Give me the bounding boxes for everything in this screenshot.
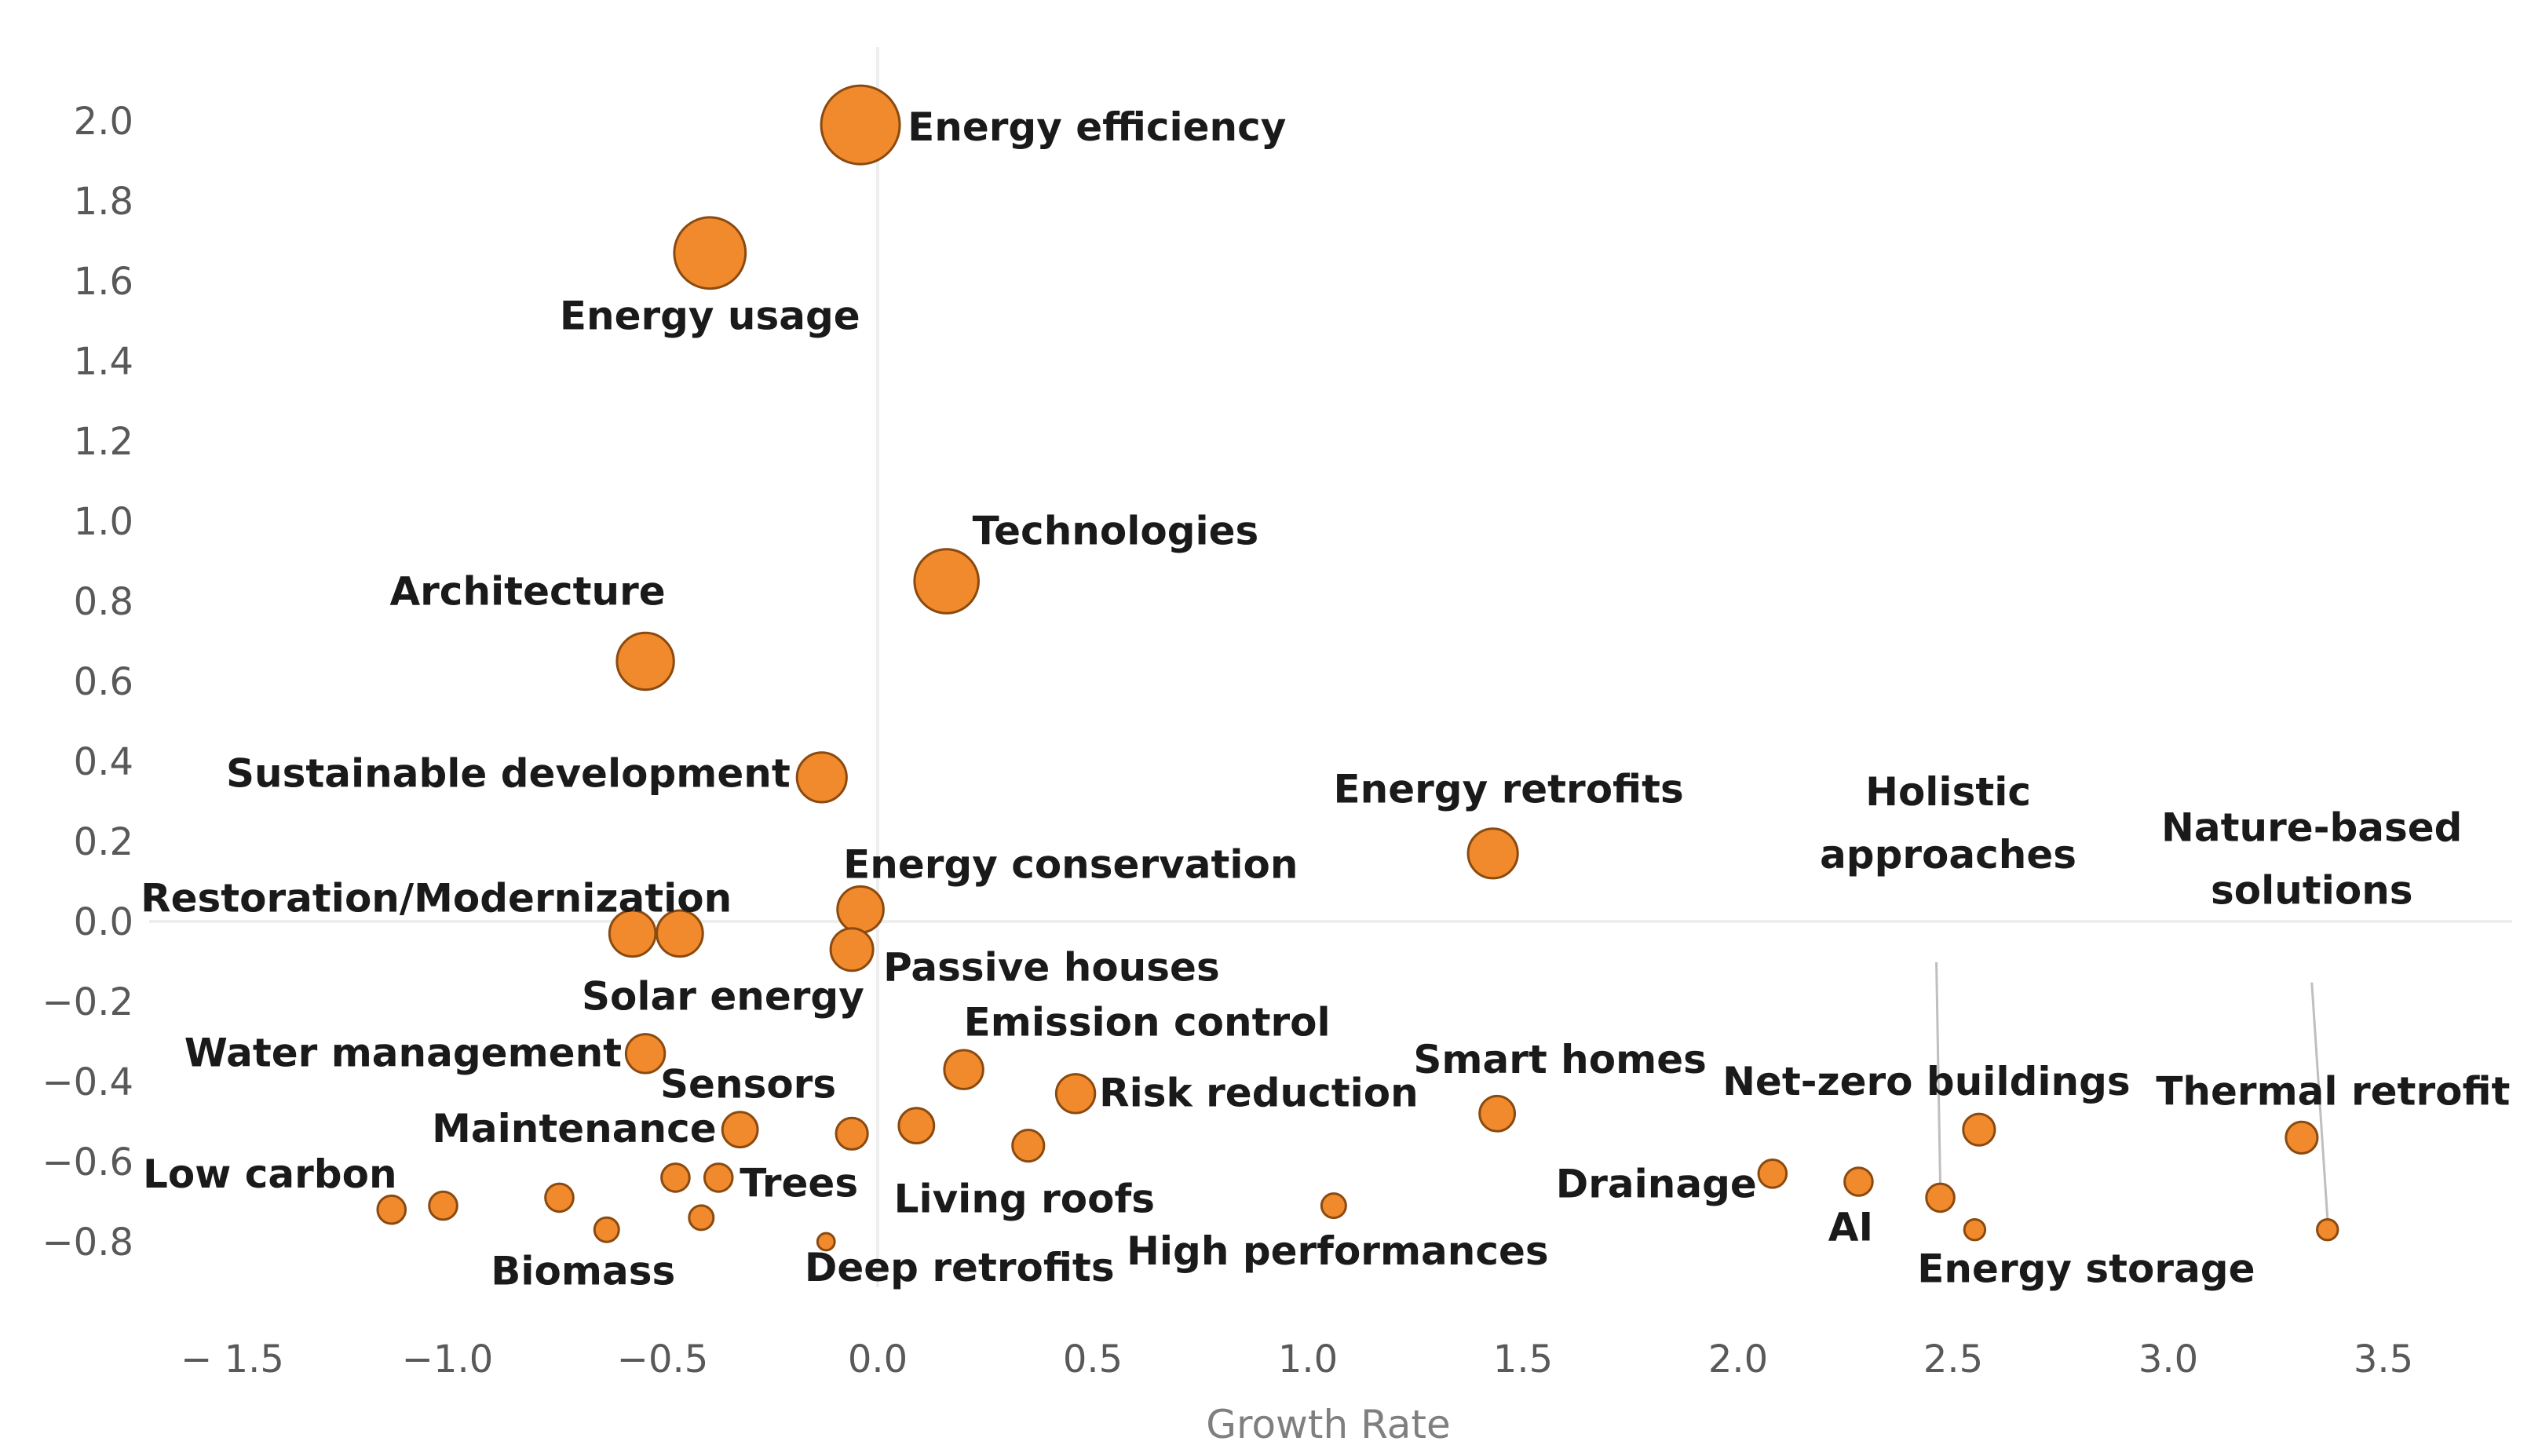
bubble-technologies [913,548,980,615]
label-energy-usage: Energy usage [560,293,860,338]
label-sustainable-development: Sustainable development [226,750,791,796]
bubble-thermal-retrofit [2285,1120,2319,1155]
y-tick-label: 2.0 [74,100,133,144]
label-smart-homes: Smart homes [1413,1037,1707,1082]
x-tick-label: 2.5 [1923,1337,1983,1381]
bubble-unlabeled [660,1162,691,1193]
y-tick-label: 1.8 [74,180,133,224]
label-energy-retrofits: Energy retrofits [1333,766,1683,812]
label-energy-conservation: Energy conservation [843,842,1298,888]
bubble-biomass [593,1216,620,1243]
x-tick-label: 0.5 [1063,1337,1123,1381]
bubble-trees [703,1162,734,1193]
x-tick-label: −0.5 [617,1337,709,1381]
y-tick-label: −0.6 [42,1140,133,1184]
y-tick-label: 0.6 [74,660,133,704]
x-tick-label: 3.0 [2138,1337,2198,1381]
label-risk-reduction: Risk reduction [1099,1070,1419,1115]
label-biomass: Biomass [491,1249,675,1294]
label-trees: Trees [740,1160,858,1206]
leader-line-holistic-approaches [1935,962,1942,1187]
bubble-energy-usage [673,216,747,290]
y-tick-label: 1.2 [74,420,133,464]
y-tick-label: −0.8 [42,1221,133,1264]
label-thermal-retrofit: Thermal retrofit [2156,1068,2510,1114]
label-energy-storage: Energy storage [1917,1246,2255,1292]
y-tick-label: 1.0 [74,500,133,544]
label-water-management: Water management [184,1030,622,1075]
bubble-architecture [615,631,675,692]
x-axis-title: Growth Rate [1206,1402,1451,1447]
bubble-holistic-approaches [1925,1182,1956,1213]
x-tick-label: 0.0 [848,1337,908,1381]
y-tick-label: 1.6 [74,260,133,304]
bubble-high-performances [1320,1192,1347,1220]
x-tick-label: 1.5 [1493,1337,1553,1381]
label-living-roofs: Living roofs [894,1177,1155,1222]
y-tick-label: −0.4 [42,1060,133,1104]
bubble-water-management [624,1033,667,1075]
bubble-restoration-modernization [608,909,657,958]
bubble-low-carbon [376,1194,407,1225]
bubble-ai [1843,1166,1874,1197]
x-tick-label: − 1.5 [181,1337,284,1381]
label-energy-efficiency: Energy efficiency [908,104,1286,150]
x-tick-label: 2.0 [1708,1337,1768,1381]
label-deep-retrofits: Deep retrofits [805,1245,1115,1290]
bubble-smart-homes [1478,1094,1517,1133]
bubble-sensors [835,1116,869,1151]
bubble-energy-retrofits [1466,827,1519,880]
y-tick-label: −0.2 [42,980,133,1024]
label-high-performances: High performances [1127,1228,1549,1274]
label-restoration-modernization: Restoration/Modernization [141,875,732,921]
bubble-energy-conservation [836,885,885,934]
leader-line-nature-based-solutions [2310,982,2329,1219]
label-sensors: Sensors [660,1061,836,1107]
bubble-unlabeled [897,1107,936,1144]
bubble-unlabeled [544,1182,575,1213]
bubble-nature-based-solutions [2316,1218,2339,1242]
bubble-maintenance [721,1111,759,1149]
label-holistic-approaches: Holistic approaches [1820,769,2076,878]
y-tick-label: 0.2 [74,820,133,864]
label-solar-energy: Solar energy [582,973,864,1019]
label-low-carbon: Low carbon [143,1151,397,1197]
label-maintenance: Maintenance [432,1106,717,1151]
label-nature-based-solutions: Nature-based solutions [2161,805,2462,914]
bubble-solar-energy [656,909,704,958]
label-passive-houses: Passive houses [883,945,1220,991]
x-tick-label: −1.0 [402,1337,494,1381]
label-ai: AI [1828,1205,1873,1250]
bubble-emission-control [943,1049,984,1090]
bubble-deep-retrofits [816,1232,836,1252]
y-tick-label: 1.4 [74,340,133,384]
bubble-risk-reduction [1054,1073,1097,1115]
bubble-energy-efficiency [820,84,901,166]
label-emission-control: Emission control [964,1000,1331,1045]
bubble-drainage [1757,1159,1788,1189]
label-drainage: Drainage [1556,1161,1757,1206]
bubble-sustainable-development [795,751,848,804]
bubble-net-zero-buildings [1962,1112,1996,1147]
bubble-energy-storage [1963,1218,1987,1242]
label-technologies: Technologies [973,509,1259,554]
x-tick-label: 1.0 [1278,1337,1338,1381]
label-net-zero-buildings: Net-zero buildings [1722,1059,2131,1104]
x-tick-label: 3.5 [2354,1337,2413,1381]
bubble-unlabeled [428,1190,458,1221]
y-tick-label: 0.8 [74,580,133,624]
label-architecture: Architecture [389,569,665,615]
bubble-living-roofs [1011,1129,1046,1163]
bubble-passive-houses [829,927,875,972]
y-tick-label: 0.4 [74,740,133,784]
y-tick-label: 0.0 [74,900,133,944]
bubble-unlabeled [688,1204,715,1232]
